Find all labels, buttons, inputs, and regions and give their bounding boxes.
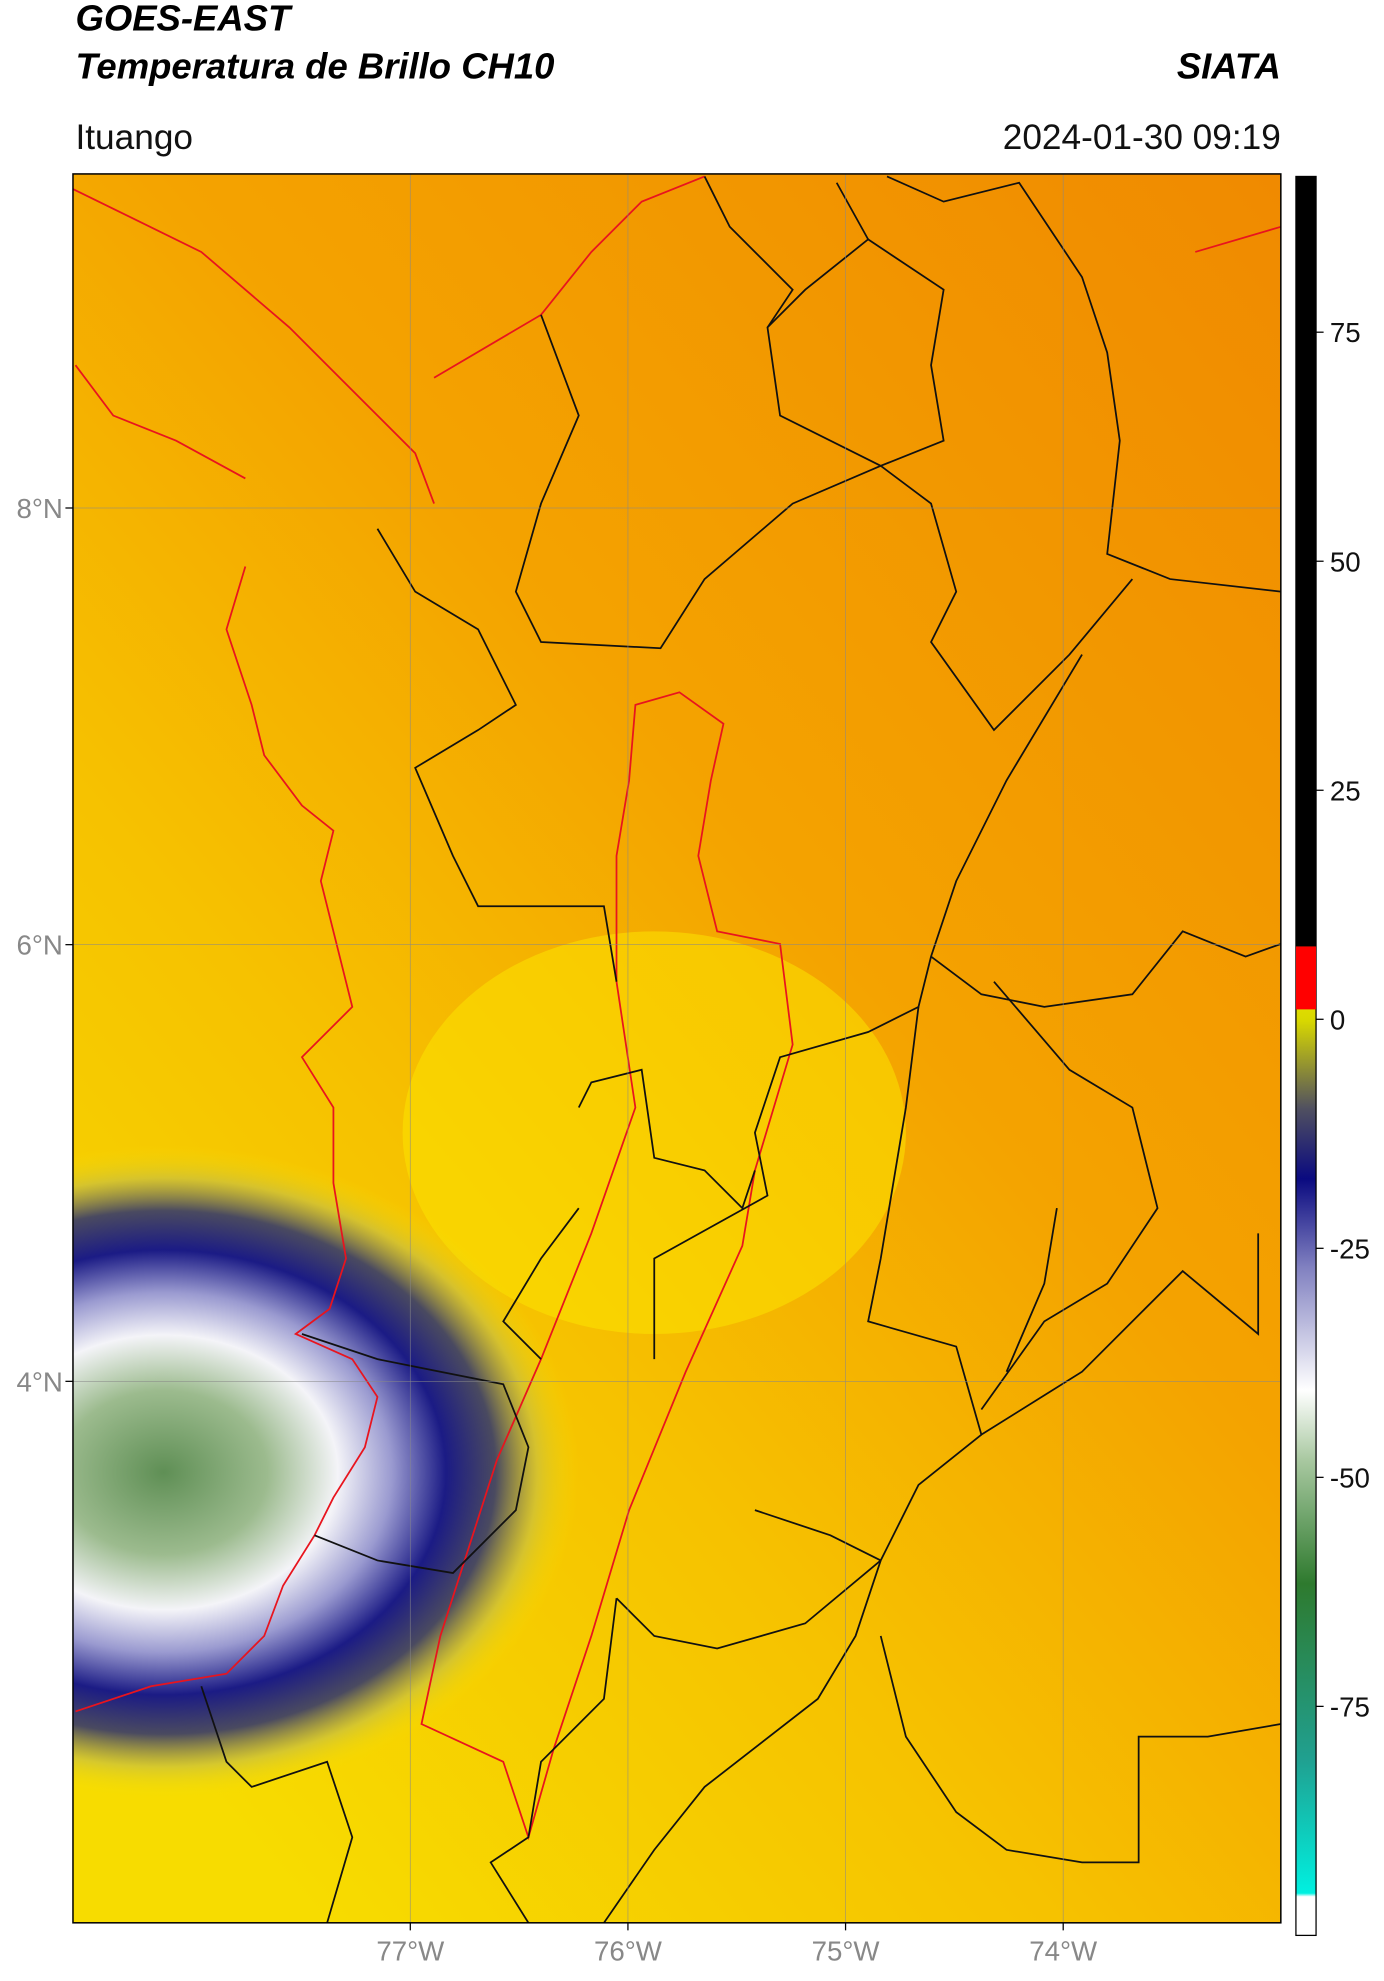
source: SIATA (1177, 45, 1281, 86)
location: Ituango (75, 118, 193, 157)
colorbar-tick-label: 50 (1330, 546, 1361, 577)
grid (72, 173, 1281, 1923)
title: GOES-EAST (75, 0, 293, 39)
subtitle: Temperatura de Brillo CH10 (75, 45, 554, 86)
datetime: 2024-01-30 09:19 (1003, 118, 1281, 157)
colorbar-tick-label: 0 (1330, 1004, 1345, 1035)
warm-area (402, 931, 906, 1334)
x-tick-label: 74°W (1029, 1936, 1098, 1967)
colorbar-tick-label: -75 (1330, 1691, 1370, 1722)
colorbar-tick-label: 25 (1330, 775, 1361, 806)
colorbar-red (1295, 946, 1317, 1010)
x-tick-label: 75°W (812, 1936, 881, 1967)
boundaries (200, 175, 1281, 1923)
y-tick-label: 8°N (16, 493, 62, 524)
x-tick-label: 77°W (376, 1936, 445, 1967)
y-tick-label: 4°N (16, 1366, 62, 1397)
map-frame (72, 173, 1282, 1924)
y-tick-label: 6°N (16, 930, 62, 961)
storm-cloud (72, 1145, 579, 1800)
x-tick-label: 76°W (594, 1936, 663, 1967)
map-field (72, 173, 1281, 1923)
colorbar-tick-label: 75 (1330, 317, 1361, 348)
colorbar-tick-label: -25 (1330, 1233, 1370, 1264)
colorbar-top (1295, 176, 1317, 947)
colorbar-tick-label: -50 (1330, 1462, 1370, 1493)
